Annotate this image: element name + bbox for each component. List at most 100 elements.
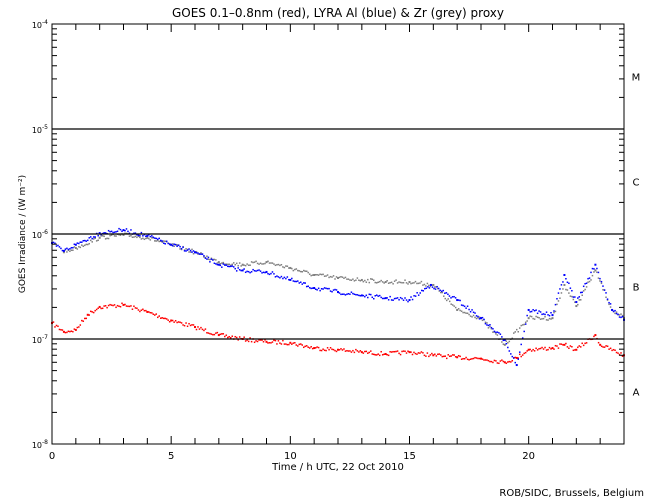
trace-dot [574, 349, 576, 351]
trace-dot [270, 342, 272, 344]
trace-dot [436, 285, 438, 288]
trace-dot [459, 299, 461, 302]
trace-dot [168, 242, 171, 245]
y-tick-label: 10-6 [32, 229, 48, 240]
data-point [265, 270, 268, 273]
trace-dot [471, 358, 473, 360]
trace-dot [183, 249, 186, 251]
trace-dot [426, 352, 429, 354]
trace-dot [197, 252, 199, 254]
data-point [194, 326, 196, 329]
data-point [74, 246, 77, 249]
trace-dot [395, 350, 397, 353]
trace-dot [599, 277, 601, 280]
trace-dot [398, 352, 400, 355]
trace-dot [285, 265, 287, 267]
trace-dot [445, 357, 448, 360]
trace-dot [462, 311, 464, 314]
trace-dot [463, 305, 466, 308]
trace-dot [174, 319, 177, 322]
data-point [611, 308, 614, 311]
trace-dot [314, 347, 317, 349]
trace-dot [115, 306, 117, 309]
trace-dot [322, 288, 324, 290]
trace-dot [72, 246, 74, 249]
trace-dot [283, 343, 286, 345]
trace-dot [310, 287, 312, 290]
trace-dot [185, 322, 187, 324]
trace-dot [487, 324, 490, 327]
trace-dot [469, 310, 472, 313]
data-point [313, 286, 316, 289]
trace-dot [84, 317, 86, 320]
trace-dot [423, 283, 426, 286]
data-point [360, 278, 363, 281]
trace-dot [332, 275, 335, 277]
data-point [62, 251, 65, 254]
data-point [241, 269, 244, 272]
trace-dot [460, 310, 463, 312]
trace-dot [304, 345, 306, 348]
trace-dot [162, 240, 165, 242]
trace-dot [368, 281, 371, 284]
trace-dot [353, 293, 356, 296]
trace-dot [605, 345, 607, 347]
trace-dot [378, 280, 381, 283]
trace-dot [267, 272, 269, 275]
trace-dot [125, 305, 128, 307]
trace-dot [349, 279, 351, 281]
trace-dot [487, 359, 490, 362]
trace-dot [434, 288, 437, 290]
trace-dot [437, 353, 439, 356]
trace-dot [139, 310, 141, 313]
x-tick-label: 0 [49, 451, 55, 462]
trace-dot [495, 333, 497, 335]
trace-dot [85, 317, 88, 320]
trace-dot [142, 235, 144, 237]
trace-dot [565, 278, 567, 280]
trace-dot [267, 342, 269, 344]
data-point [456, 356, 459, 359]
trace-dot [115, 235, 117, 237]
trace-dot [157, 238, 159, 241]
trace-dot [340, 275, 342, 278]
trace-dot [615, 312, 618, 315]
trace-dot [225, 334, 228, 336]
trace-dot [588, 277, 591, 279]
trace-dot [444, 292, 446, 295]
trace-dot [162, 317, 165, 320]
trace-dot [560, 292, 563, 294]
trace-dot [316, 346, 318, 348]
trace-dot [387, 299, 390, 301]
trace-dot [450, 303, 452, 305]
trace-dot [300, 281, 302, 283]
trace-dot [462, 357, 464, 360]
trace-dot [617, 313, 619, 316]
trace-dot [523, 323, 525, 326]
trace-dot [617, 352, 619, 354]
trace-dot [395, 279, 397, 281]
trace-dot [72, 249, 74, 252]
trace-dot [311, 274, 314, 276]
trace-dot [578, 299, 581, 301]
trace-dot [414, 280, 417, 283]
trace-dot [399, 353, 402, 356]
trace-dot [255, 270, 257, 272]
trace-dot [587, 277, 589, 280]
trace-dot [215, 259, 217, 261]
trace-dot [258, 339, 260, 341]
data-point [74, 328, 77, 331]
trace-dot [615, 311, 618, 313]
trace-dot [393, 280, 396, 282]
trace-dot [252, 261, 254, 264]
trace-dot [416, 282, 418, 285]
trace-dot [466, 305, 469, 307]
trace-dot [428, 355, 430, 358]
trace-dot [213, 262, 216, 265]
trace-dot [259, 262, 262, 265]
trace-dot [507, 342, 509, 344]
trace-dot [246, 339, 248, 341]
data-point [551, 347, 554, 350]
trace-dot [533, 309, 536, 312]
trace-dot [371, 278, 374, 281]
